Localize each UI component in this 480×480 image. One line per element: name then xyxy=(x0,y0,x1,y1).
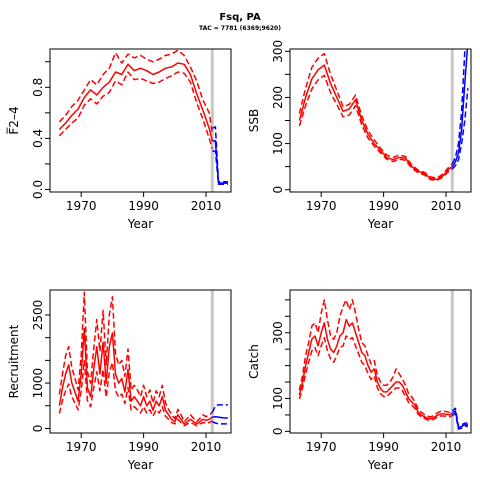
y-tick-label: 0 xyxy=(31,425,45,433)
series-projection-upper xyxy=(211,404,228,413)
plot-frame xyxy=(49,48,232,193)
series-projection-lower xyxy=(212,150,228,186)
x-tick-label: 1990 xyxy=(368,440,399,454)
y-tick-label: 200 xyxy=(271,86,285,109)
series-historic-upper xyxy=(58,291,213,423)
y-axis-title: SSB xyxy=(247,109,261,132)
y-tick-label: 2500 xyxy=(31,300,45,331)
series-historic-median xyxy=(58,62,214,142)
x-tick-label: 1970 xyxy=(66,440,97,454)
y-tick-label: 0.4 xyxy=(31,129,45,148)
series-projection-median xyxy=(212,140,228,184)
x-tick-label: 1970 xyxy=(306,199,337,213)
y-tick-label: 300 xyxy=(271,321,285,344)
y-axis-title: Recruitment xyxy=(7,324,21,398)
series-historic-lower xyxy=(58,71,214,149)
panel-fbar: 1970 1990 2010 Year 0.0 0.4 0.8 F̅2–4 xyxy=(6,48,232,231)
x-axis-title: Year xyxy=(127,458,153,472)
x-axis-title: Year xyxy=(127,217,153,231)
series-projection-lower xyxy=(451,412,468,430)
series-projection-median xyxy=(212,415,228,419)
series-historic-median xyxy=(58,327,213,425)
series-historic-lower xyxy=(298,335,453,422)
y-tick-label: 100 xyxy=(271,387,285,410)
series-projection-upper xyxy=(451,407,468,428)
figure-title: Fsq, PA xyxy=(219,12,261,23)
series-projection-lower xyxy=(212,421,228,425)
x-axis-title: Year xyxy=(367,217,393,231)
series-projection-lower xyxy=(451,88,469,170)
x-tick-label: 2010 xyxy=(191,440,222,454)
y-tick-label: 1000 xyxy=(31,368,45,399)
series-group xyxy=(58,49,228,186)
y-tick-label: 0.0 xyxy=(31,180,45,199)
y-tick-label: 0 xyxy=(271,186,285,194)
y-axis-title: F̅2–4 xyxy=(6,106,21,134)
series-projection-upper xyxy=(212,126,228,183)
figure-subtitle: TAC = 7781 (6369;9620) xyxy=(199,25,281,32)
series-historic-median xyxy=(298,64,453,181)
series-group xyxy=(58,291,228,427)
series-historic-upper xyxy=(298,52,453,179)
x-tick-label: 1990 xyxy=(368,199,399,213)
series-projection-upper xyxy=(451,49,466,165)
x-tick-label: 1990 xyxy=(128,199,159,213)
x-tick-label: 2010 xyxy=(431,440,462,454)
y-tick-label: 300 xyxy=(271,40,285,63)
x-tick-label: 1970 xyxy=(66,199,97,213)
plot-frame xyxy=(289,289,472,434)
panel-recruitment: 1970 1990 2010 Year 0 1000 2500 Recruitment xyxy=(7,289,232,472)
series-historic-median xyxy=(298,318,453,420)
plot-frame xyxy=(49,289,232,434)
y-tick-label: 100 xyxy=(271,132,285,155)
x-axis-title: Year xyxy=(367,458,393,472)
x-tick-label: 2010 xyxy=(191,199,222,213)
y-tick-label: 0.8 xyxy=(31,78,45,97)
x-tick-label: 1970 xyxy=(306,440,337,454)
y-axis-title: Catch xyxy=(247,344,261,379)
y-tick-label: 0 xyxy=(271,428,285,436)
series-group xyxy=(298,299,468,430)
x-tick-label: 2010 xyxy=(431,199,462,213)
series-historic-upper xyxy=(58,49,214,134)
x-tick-label: 1990 xyxy=(128,440,159,454)
series-historic-lower xyxy=(58,359,213,427)
series-historic-lower xyxy=(298,74,453,182)
series-projection-median xyxy=(451,410,468,429)
series-group xyxy=(298,49,469,182)
panel-ssb: 1970 1990 2010 Year 0 100 200 300 SSB xyxy=(247,40,472,231)
panel-catch: 1970 1990 2010 Year 0 100 300 Catch xyxy=(247,289,472,472)
series-projection-median xyxy=(451,49,469,168)
